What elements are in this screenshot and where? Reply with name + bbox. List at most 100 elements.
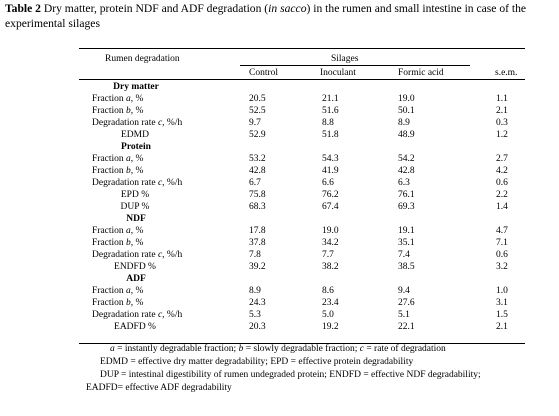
cell-value: 76.2 (322, 190, 339, 200)
row-label: Degradation rate c, %/h (92, 310, 183, 320)
row-label: Fraction a, % (92, 154, 144, 164)
cell-value: 2.7 (496, 154, 508, 164)
cell-value: 2.2 (496, 190, 508, 200)
row-label: Degradation rate c, %/h (92, 118, 183, 128)
table-bottom-rule (79, 343, 525, 344)
cell-value: 19.1 (398, 226, 415, 236)
title-text-2: ) in the rumen and small intestine in ca… (5, 2, 527, 30)
cell-value: 27.6 (398, 298, 415, 308)
cell-value: 53.2 (249, 154, 266, 164)
cell-value: 1.1 (496, 94, 508, 104)
cell-value: 21.1 (322, 94, 339, 104)
cell-value: 35.1 (398, 238, 415, 248)
cell-value: 38.2 (322, 262, 339, 272)
row-label: ENDFD % (114, 262, 156, 272)
cell-value: 0.6 (496, 250, 508, 260)
group-underline (240, 65, 470, 66)
cell-value: 24.3 (249, 298, 266, 308)
cell-value: 41.9 (322, 166, 339, 176)
cell-value: 34.2 (322, 238, 339, 248)
row-label: Fraction b, % (92, 166, 144, 176)
row-label: Fraction b, % (92, 298, 144, 308)
cell-value: 4.2 (496, 166, 508, 176)
cell-value: 69.3 (398, 202, 415, 212)
cell-value: 39.2 (249, 262, 266, 272)
table-label: Table 2 (5, 2, 41, 15)
cell-value: 54.2 (398, 154, 415, 164)
cell-value: 75.8 (249, 190, 266, 200)
cell-value: 67.4 (322, 202, 339, 212)
section-heading: Protein (121, 142, 151, 152)
cell-value: 19.0 (322, 226, 339, 236)
footnote-3: DUP = intestinal digestibility of rumen … (100, 370, 481, 380)
cell-value: 1.2 (496, 130, 508, 140)
column-header-sem: s.e.m. (495, 68, 518, 78)
cell-value: 68.3 (249, 202, 266, 212)
cell-value: 7.7 (322, 250, 334, 260)
cell-value: 2.1 (496, 106, 508, 116)
row-label: DUP % (120, 202, 150, 212)
cell-value: 5.0 (322, 310, 334, 320)
cell-value: 1.5 (496, 310, 508, 320)
cell-value: 17.8 (249, 226, 266, 236)
cell-value: 22.1 (398, 322, 415, 332)
cell-value: 76.1 (398, 190, 415, 200)
row-label: Fraction a, % (92, 94, 144, 104)
cell-value: 19.2 (322, 322, 339, 332)
table-top-rule (79, 48, 525, 49)
cell-value: 6.6 (322, 178, 334, 188)
row-label: Fraction a, % (92, 226, 144, 236)
cell-value: 7.1 (496, 238, 508, 248)
cell-value: 8.8 (322, 118, 334, 128)
cell-value: 8.9 (249, 286, 261, 296)
cell-value: 9.4 (398, 286, 410, 296)
cell-value: 37.8 (249, 238, 266, 248)
cell-value: 50.1 (398, 106, 415, 116)
cell-value: 42.8 (249, 166, 266, 176)
cell-value: 48.9 (398, 130, 415, 140)
row-label: Fraction b, % (92, 106, 144, 116)
cell-value: 20.3 (249, 322, 266, 332)
header-group-label: Silages (331, 54, 359, 64)
cell-value: 5.1 (398, 310, 410, 320)
cell-value: 38.5 (398, 262, 415, 272)
row-label: EPD % (120, 190, 150, 200)
row-label: Fraction a, % (92, 286, 144, 296)
column-header-control: Control (249, 68, 279, 78)
header-row-label: Rumen degradation (105, 54, 180, 64)
row-label: Degradation rate c, %/h (92, 250, 183, 260)
section-heading: Dry matter (113, 82, 159, 92)
column-header-inoculant: Inoculant (320, 68, 356, 78)
cell-value: 7.8 (249, 250, 261, 260)
cell-value: 9.7 (249, 118, 261, 128)
cell-value: 7.4 (398, 250, 410, 260)
cell-value: 8.9 (398, 118, 410, 128)
cell-value: 0.3 (496, 118, 508, 128)
cell-value: 6.7 (249, 178, 261, 188)
cell-value: 54.3 (322, 154, 339, 164)
cell-value: 1.4 (496, 202, 508, 212)
header-bottom-rule (79, 79, 525, 80)
table-title: Table 2 Dry matter, protein NDF and ADF … (5, 1, 555, 31)
cell-value: 42.8 (398, 166, 415, 176)
cell-value: 6.3 (398, 178, 410, 188)
footnote-1: a = instantly degradable fraction; b = s… (110, 344, 446, 354)
cell-value: 20.5 (249, 94, 266, 104)
cell-value: 2.1 (496, 322, 508, 332)
cell-value: 51.6 (322, 106, 339, 116)
cell-value: 52.9 (249, 130, 266, 140)
cell-value: 5.3 (249, 310, 261, 320)
cell-value: 19.0 (398, 94, 415, 104)
cell-value: 3.2 (496, 262, 508, 272)
cell-value: 23.4 (322, 298, 339, 308)
row-label: EDMD (121, 130, 149, 140)
row-label: Fraction b, % (92, 238, 144, 248)
title-text-1: Dry matter, protein NDF and ADF degradat… (40, 2, 269, 15)
section-heading: ADF (126, 274, 146, 284)
cell-value: 51.8 (322, 130, 339, 140)
cell-value: 0.6 (496, 178, 508, 188)
footnote-4: EADFD= effective ADF degradability (86, 383, 232, 393)
row-label: EADFD % (114, 322, 156, 332)
footnote-2: EDMD = effective dry matter degradabilit… (100, 357, 414, 367)
cell-value: 4.7 (496, 226, 508, 236)
